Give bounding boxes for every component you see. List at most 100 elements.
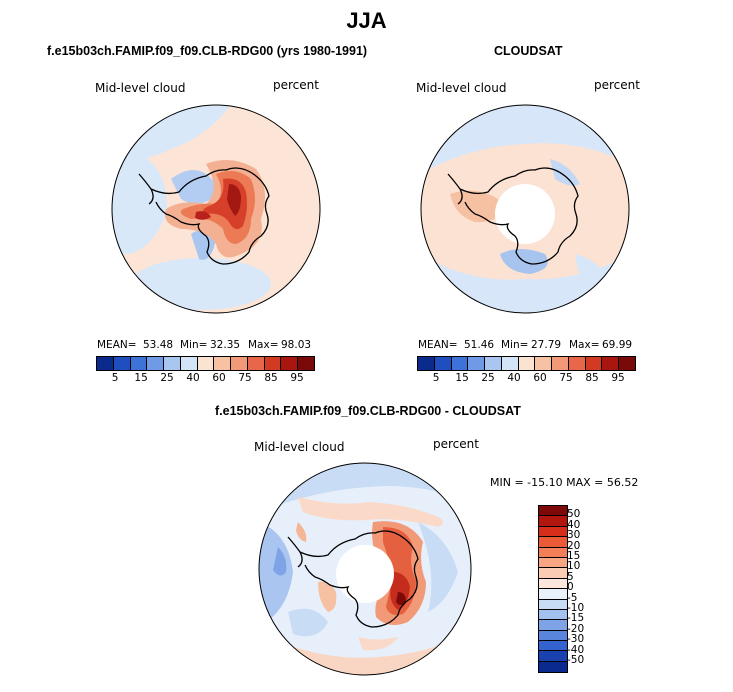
colorbar-swatch (539, 641, 567, 652)
colorbar-swatch (539, 547, 567, 558)
colorbar-swatch (539, 651, 567, 662)
panel2-min-value: 27.79 (531, 339, 562, 351)
colorbar-tick-label: 5 (111, 372, 119, 384)
panel1-colorbar (96, 356, 315, 371)
colorbar-tick-label: -30 (567, 633, 585, 646)
colorbar-swatch (147, 357, 165, 370)
colorbar-swatch (568, 357, 586, 370)
colorbar-swatch (539, 589, 567, 600)
colorbar-tick-label: 15 (134, 372, 148, 384)
panel2-title: CLOUDSAT (494, 44, 563, 58)
colorbar-swatch (180, 357, 198, 370)
panel3-polar-map (258, 462, 472, 676)
panel3-range-text: MIN = -15.10 MAX = 56.52 (490, 476, 639, 489)
panel1-min-value: 32.35 (210, 339, 241, 351)
colorbar-tick-label: 75 (238, 372, 252, 384)
colorbar-swatch (619, 357, 635, 370)
colorbar-swatch (485, 357, 502, 370)
colorbar-tick-label: 20 (567, 539, 581, 552)
colorbar-tick-label: 50 (567, 508, 581, 521)
colorbar-tick-label: -20 (567, 622, 585, 635)
colorbar-tick-label: 15 (567, 550, 581, 562)
panel1-min-label: Min= (180, 339, 208, 351)
colorbar-swatch (539, 609, 567, 621)
panel2-max-value: 69.99 (602, 339, 633, 351)
colorbar-swatch (552, 357, 569, 370)
panel2-units-label: percent (594, 78, 640, 92)
colorbar-swatch (164, 357, 181, 370)
panel2-variable-label: Mid-level cloud (416, 81, 507, 95)
colorbar-tick-label: 40 (186, 372, 200, 384)
panel3-title: f.e15b03ch.FAMIP.f09_f09.CLB-RDG00 - CLO… (215, 404, 521, 418)
colorbar-swatch (451, 357, 469, 370)
panel1-polar-map (111, 104, 321, 314)
colorbar-tick-label: 25 (481, 372, 495, 384)
colorbar-tick-label: 60 (533, 372, 547, 384)
colorbar-tick-label: 60 (212, 372, 226, 384)
colorbar-swatch (501, 357, 519, 370)
panel2-polar-map (420, 104, 630, 314)
panel2-max-label: Max= (569, 339, 600, 351)
colorbar-tick-label: 95 (290, 372, 304, 384)
colorbar-swatch (602, 357, 620, 370)
colorbar-swatch (539, 516, 567, 527)
colorbar-swatch (535, 357, 553, 370)
panel1-units-label: percent (273, 78, 319, 92)
colorbar-swatch (539, 578, 567, 590)
colorbar-swatch (97, 357, 114, 370)
panel1-title: f.e15b03ch.FAMIP.f09_f09.CLB-RDG00 (yrs … (47, 44, 368, 58)
colorbar-tick-label: 85 (585, 372, 599, 384)
colorbar-swatch (113, 357, 131, 370)
colorbar-swatch (539, 568, 567, 579)
panel2-mean-value: 51.46 (464, 339, 495, 351)
colorbar-swatch (539, 620, 567, 631)
colorbar-swatch (539, 506, 567, 517)
colorbar-swatch (468, 357, 486, 370)
colorbar-swatch (231, 357, 248, 370)
colorbar-swatch (264, 357, 282, 370)
colorbar-swatch (585, 357, 603, 370)
panel1-mean-value: 53.48 (143, 339, 174, 351)
panel1-mean-label: MEAN= (97, 339, 137, 351)
colorbar-tick-label: -10 (567, 602, 585, 614)
colorbar-swatch (539, 661, 567, 673)
panel2-min-label: Min= (501, 339, 529, 351)
colorbar-tick-label: 75 (559, 372, 573, 384)
panel1-max-value: 98.03 (281, 339, 312, 351)
colorbar-swatch (539, 526, 567, 538)
colorbar-swatch (434, 357, 452, 370)
colorbar-tick-label: 95 (611, 372, 625, 384)
colorbar-swatch (539, 630, 567, 642)
colorbar-tick-label: 10 (567, 560, 581, 573)
colorbar-swatch (247, 357, 265, 370)
colorbar-swatch (539, 537, 567, 548)
panel3-colorbar (538, 505, 568, 674)
colorbar-tick-label: 40 (507, 372, 521, 384)
colorbar-swatch (130, 357, 148, 370)
panel1-max-label: Max= (248, 339, 279, 351)
colorbar-tick-label: 0 (567, 581, 574, 594)
colorbar-tick-label: 40 (567, 518, 581, 531)
colorbar-swatch (539, 599, 567, 610)
colorbar-tick-label: 5 (567, 570, 574, 583)
colorbar-tick-label: 30 (567, 529, 581, 542)
colorbar-tick-label: -40 (567, 643, 585, 656)
colorbar-swatch (214, 357, 232, 370)
colorbar-swatch (418, 357, 435, 370)
colorbar-tick-label: -15 (567, 612, 585, 625)
panel3-variable-label: Mid-level cloud (254, 440, 345, 454)
colorbar-swatch (197, 357, 215, 370)
colorbar-tick-label: 85 (264, 372, 278, 384)
panel2-colorbar (417, 356, 636, 371)
colorbar-tick-label: 5 (432, 372, 440, 384)
main-title: JJA (346, 8, 387, 33)
colorbar-tick-label: 25 (160, 372, 174, 384)
colorbar-tick-label: -50 (567, 654, 585, 666)
colorbar-swatch (539, 557, 567, 569)
colorbar-swatch (518, 357, 536, 370)
panel3-units-label: percent (433, 437, 479, 451)
panel1-variable-label: Mid-level cloud (95, 81, 186, 95)
panel2-mean-label: MEAN= (418, 339, 458, 351)
colorbar-tick-label: 15 (455, 372, 469, 384)
colorbar-swatch (281, 357, 299, 370)
